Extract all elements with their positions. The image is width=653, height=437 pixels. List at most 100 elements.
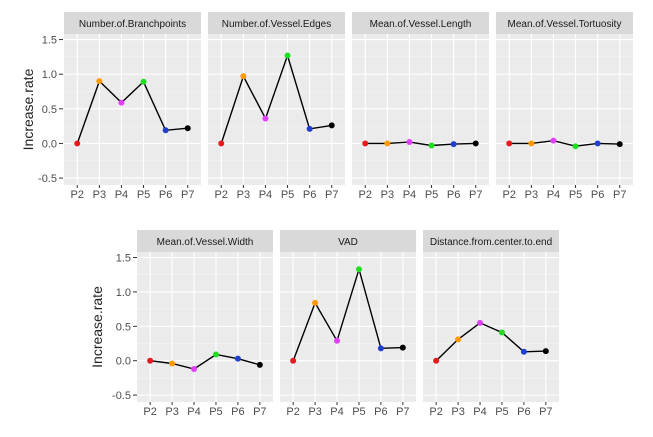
- data-point: [256, 361, 263, 368]
- y-tick-label: 0.5: [116, 321, 131, 333]
- data-point: [472, 140, 479, 147]
- facet-strip: [352, 12, 489, 34]
- data-point: [118, 99, 125, 106]
- x-tick-label: P6: [517, 406, 530, 418]
- x-tick-label: P6: [231, 406, 244, 418]
- x-tick-label: P5: [352, 406, 365, 418]
- x-tick-label: P6: [303, 189, 316, 201]
- panel-background: [280, 252, 416, 402]
- data-point: [433, 357, 440, 364]
- x-tick-label: P2: [71, 189, 84, 201]
- data-point: [334, 337, 341, 344]
- facet-strip: [137, 230, 273, 252]
- data-point: [594, 140, 601, 147]
- data-point: [184, 125, 191, 132]
- data-point: [191, 365, 198, 372]
- x-tick-label: P5: [137, 189, 150, 201]
- facet-strip: [496, 12, 633, 34]
- data-point: [312, 299, 319, 306]
- data-point: [428, 142, 435, 149]
- series-line: [435, 322, 546, 362]
- x-tick-label: P5: [425, 189, 438, 201]
- y-axis-label: Increase.rate: [20, 68, 36, 150]
- facet-title: Number.of.Vessel.Edges: [222, 19, 332, 30]
- series-line: [365, 141, 476, 147]
- x-tick-label: P6: [159, 189, 172, 201]
- panel-background: [496, 34, 633, 185]
- data-point: [234, 355, 241, 362]
- y-axis-label: Increase.rate: [89, 286, 105, 368]
- data-point: [328, 122, 335, 129]
- facet-title: Mean.of.Vessel.Tortuosity: [508, 19, 622, 30]
- facet-title: Number.of.Branchpoints: [79, 19, 186, 30]
- x-tick-label: P5: [209, 406, 222, 418]
- data-point: [262, 115, 269, 122]
- data-point: [406, 139, 413, 146]
- data-point: [240, 73, 247, 80]
- facet-strip: [64, 12, 201, 34]
- x-tick-label: P4: [115, 189, 128, 201]
- x-tick-label: P3: [451, 406, 464, 418]
- data-point: [455, 336, 462, 343]
- y-tick-label: -0.5: [38, 173, 57, 185]
- x-tick-label: P2: [143, 406, 156, 418]
- data-point: [542, 348, 549, 355]
- x-tick-label: P3: [93, 189, 106, 201]
- data-point: [169, 360, 176, 367]
- panel-background: [208, 34, 345, 185]
- x-tick-label: P4: [473, 406, 486, 418]
- data-point: [528, 140, 535, 147]
- y-tick-label: 1.0: [116, 287, 131, 299]
- data-point: [384, 140, 391, 147]
- data-point: [377, 345, 384, 352]
- data-point: [520, 348, 527, 355]
- x-tick-label: P5: [281, 189, 294, 201]
- x-tick-label: P3: [165, 406, 178, 418]
- data-point: [355, 266, 362, 273]
- x-tick-label: P6: [447, 189, 460, 201]
- data-point: [162, 127, 169, 134]
- data-point: [140, 78, 147, 85]
- x-tick-label: P3: [525, 189, 538, 201]
- x-tick-label: P4: [259, 189, 272, 201]
- series-line: [220, 53, 332, 144]
- data-point: [399, 344, 406, 351]
- x-tick-label: P3: [308, 406, 321, 418]
- facet-strip: [280, 230, 416, 252]
- x-tick-label: P2: [503, 189, 516, 201]
- series-line: [76, 79, 188, 144]
- x-tick-label: P7: [469, 189, 482, 201]
- y-tick-label: 0.5: [42, 104, 57, 116]
- x-tick-label: P4: [330, 406, 343, 418]
- facet-title: VAD: [338, 237, 358, 248]
- x-tick-label: P7: [253, 406, 266, 418]
- facet-strip: [208, 12, 345, 34]
- x-tick-label: P6: [591, 189, 604, 201]
- x-tick-label: P4: [403, 189, 416, 201]
- x-tick-label: P2: [215, 189, 228, 201]
- y-tick-label: 1.5: [42, 35, 57, 47]
- data-point: [362, 140, 369, 147]
- y-tick-label: 1.5: [116, 253, 131, 265]
- data-point: [616, 141, 623, 148]
- x-tick-label: P2: [286, 406, 299, 418]
- facet-title: Mean.of.Vessel.Width: [157, 237, 254, 248]
- data-point: [306, 125, 313, 132]
- x-tick-label: P7: [325, 189, 338, 201]
- data-point: [498, 329, 505, 336]
- series-line: [509, 139, 620, 147]
- data-point: [450, 141, 457, 148]
- x-tick-label: P7: [396, 406, 409, 418]
- x-tick-label: P7: [181, 189, 194, 201]
- data-point: [74, 140, 81, 147]
- x-tick-label: P7: [613, 189, 626, 201]
- panel-background: [352, 34, 489, 185]
- x-tick-label: P2: [359, 189, 372, 201]
- y-tick-label: 0.0: [116, 356, 131, 368]
- data-point: [284, 52, 291, 59]
- data-point: [212, 351, 219, 358]
- data-point: [477, 319, 484, 326]
- x-tick-label: P6: [374, 406, 387, 418]
